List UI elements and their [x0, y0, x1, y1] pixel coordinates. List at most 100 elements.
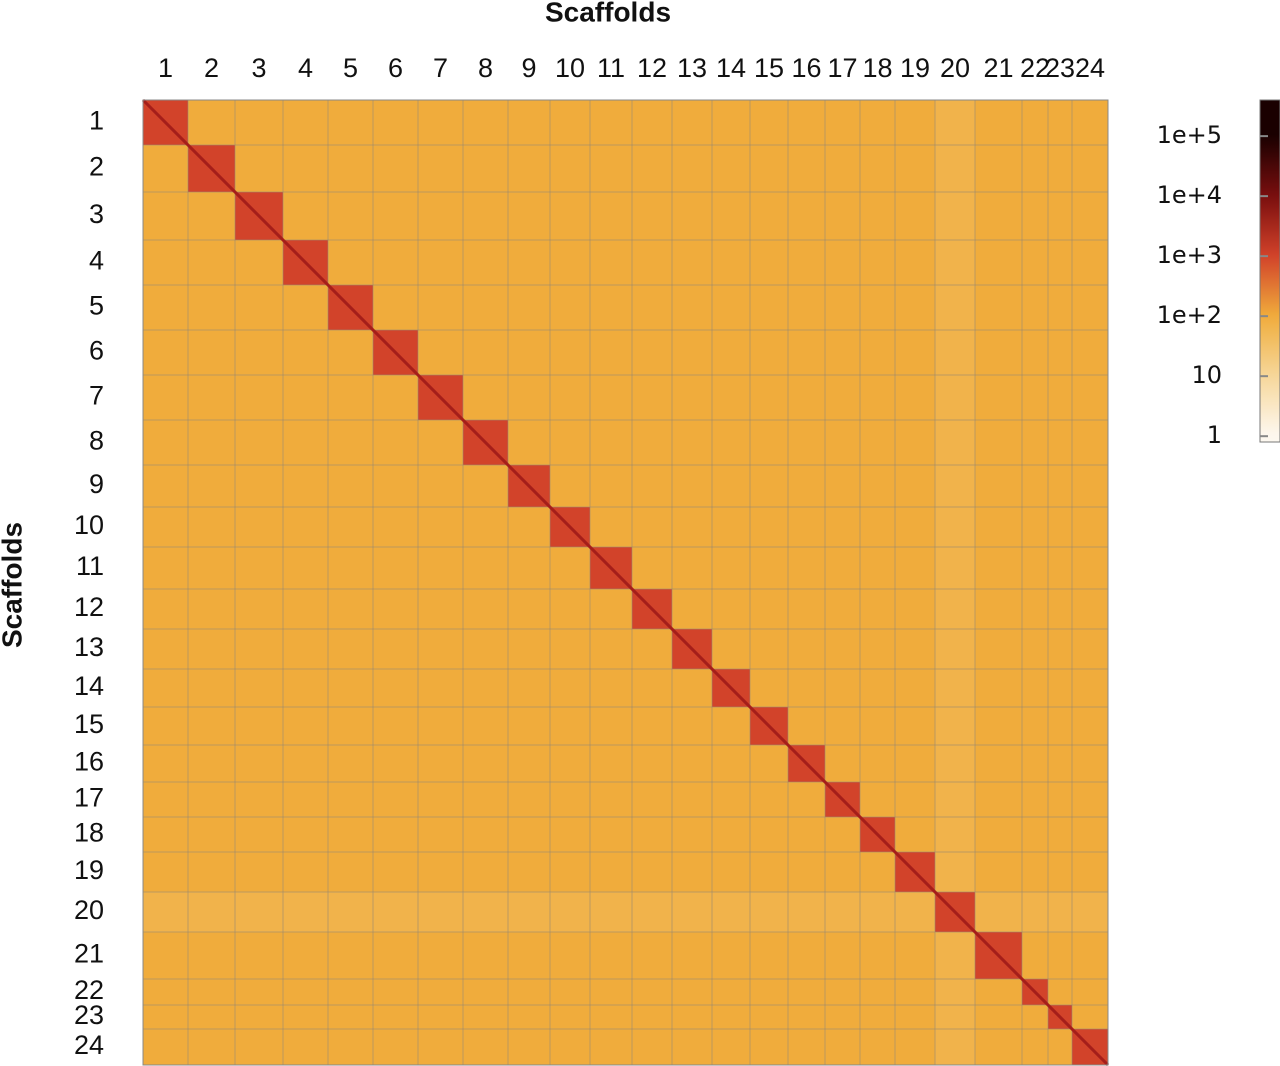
heatmap-cell — [418, 1029, 464, 1066]
heatmap-cell — [788, 240, 826, 286]
heatmap-cell — [550, 892, 591, 933]
heatmap-cell — [373, 669, 419, 708]
y-tick-label: 8 — [89, 426, 104, 456]
heatmap-cell — [750, 240, 789, 286]
heatmap-cell — [1022, 420, 1049, 466]
heatmap-cell — [235, 745, 284, 783]
heatmap-cell — [632, 145, 673, 193]
heatmap-cell — [712, 145, 751, 193]
heatmap-cell — [550, 745, 591, 783]
heatmap-cell — [825, 1005, 861, 1030]
y-tick-label: 3 — [89, 199, 104, 229]
heatmap-cell — [418, 892, 464, 933]
heatmap-cell — [975, 1005, 1023, 1030]
heatmap-cell — [935, 669, 976, 708]
x-tick-label: 23 — [1045, 53, 1075, 83]
y-tick-label: 4 — [89, 246, 104, 276]
heatmap-cell — [788, 465, 826, 508]
heatmap-cell — [860, 547, 896, 590]
heatmap-cell — [188, 817, 236, 853]
heatmap-cell — [825, 285, 861, 331]
heatmap-cell — [788, 330, 826, 376]
heatmap-cell — [935, 375, 976, 421]
heatmap-cell — [632, 852, 673, 893]
heatmap-cell — [975, 852, 1023, 893]
heatmap-cell — [750, 420, 789, 466]
heatmap-cell — [463, 507, 509, 548]
heatmap-cell — [672, 669, 713, 708]
heatmap-cell — [418, 852, 464, 893]
y-tick-label: 9 — [89, 469, 104, 499]
heatmap-cell — [750, 100, 789, 146]
y-tick-label: 11 — [76, 551, 104, 581]
heatmap-cell — [860, 285, 896, 331]
heatmap-cell — [550, 240, 591, 286]
heatmap-cell — [1048, 375, 1073, 421]
heatmap-cell — [143, 375, 189, 421]
heatmap-cell — [590, 707, 633, 746]
heatmap-cell — [860, 852, 896, 893]
heatmap-cell — [1022, 1029, 1049, 1066]
heatmap-cell — [975, 745, 1023, 783]
x-tick-label: 6 — [388, 53, 403, 83]
heatmap-cell — [1048, 669, 1073, 708]
heatmap-cell — [1048, 330, 1073, 376]
heatmap-cell — [712, 979, 751, 1006]
heatmap-cell — [1022, 507, 1049, 548]
colorbar-tick-label: 10 — [1191, 361, 1222, 389]
heatmap-cell — [672, 100, 713, 146]
heatmap-cell — [935, 852, 976, 893]
heatmap-cell — [373, 745, 419, 783]
heatmap-cell — [1072, 782, 1109, 818]
heatmap-cell — [463, 100, 509, 146]
x-tick-label: 18 — [862, 53, 892, 83]
heatmap-cell — [712, 330, 751, 376]
x-tick-label: 1 — [158, 53, 173, 83]
heatmap-cell — [188, 547, 236, 590]
heatmap-cell — [632, 507, 673, 548]
heatmap-cell — [975, 192, 1023, 241]
heatmap-cell — [235, 375, 284, 421]
heatmap-cell — [1072, 100, 1109, 146]
heatmap-cell — [825, 100, 861, 146]
heatmap-cell — [418, 979, 464, 1006]
heatmap-cell — [860, 100, 896, 146]
heatmap-cell — [975, 629, 1023, 670]
heatmap-cell — [825, 375, 861, 421]
heatmap-cell — [1072, 330, 1109, 376]
heatmap-cell — [508, 932, 551, 980]
heatmap-cell — [895, 669, 936, 708]
heatmap-cell — [143, 817, 189, 853]
heatmap-cell — [590, 817, 633, 853]
heatmap-cell — [632, 629, 673, 670]
heatmap-cell — [975, 375, 1023, 421]
heatmap-cell — [1022, 629, 1049, 670]
heatmap-cell — [1072, 669, 1109, 708]
heatmap-cell — [1022, 100, 1049, 146]
heatmap-cell — [143, 852, 189, 893]
heatmap-cell — [860, 979, 896, 1006]
heatmap-cell — [463, 465, 509, 508]
heatmap-cell — [550, 629, 591, 670]
heatmap-cell — [550, 192, 591, 241]
heatmap-cell — [550, 145, 591, 193]
heatmap-cell — [975, 100, 1023, 146]
heatmap-cell — [672, 979, 713, 1006]
heatmap-cell — [283, 669, 329, 708]
heatmap-cell — [825, 817, 861, 853]
heatmap-cell — [825, 420, 861, 466]
colorbar-tick-label: 1e+4 — [1157, 181, 1222, 209]
heatmap-cell — [1022, 589, 1049, 630]
heatmap-cell — [1022, 817, 1049, 853]
heatmap-cell — [235, 707, 284, 746]
heatmap-cell — [712, 589, 751, 630]
heatmap-cell — [1048, 979, 1073, 1006]
heatmap-cell — [1048, 507, 1073, 548]
heatmap-cell — [1072, 629, 1109, 670]
y-tick-label: 22 — [74, 975, 104, 1005]
heatmap-cell — [1022, 669, 1049, 708]
heatmap-cell — [750, 932, 789, 980]
heatmap-cell — [895, 707, 936, 746]
heatmap-cell — [825, 507, 861, 548]
heatmap-cell — [590, 852, 633, 893]
